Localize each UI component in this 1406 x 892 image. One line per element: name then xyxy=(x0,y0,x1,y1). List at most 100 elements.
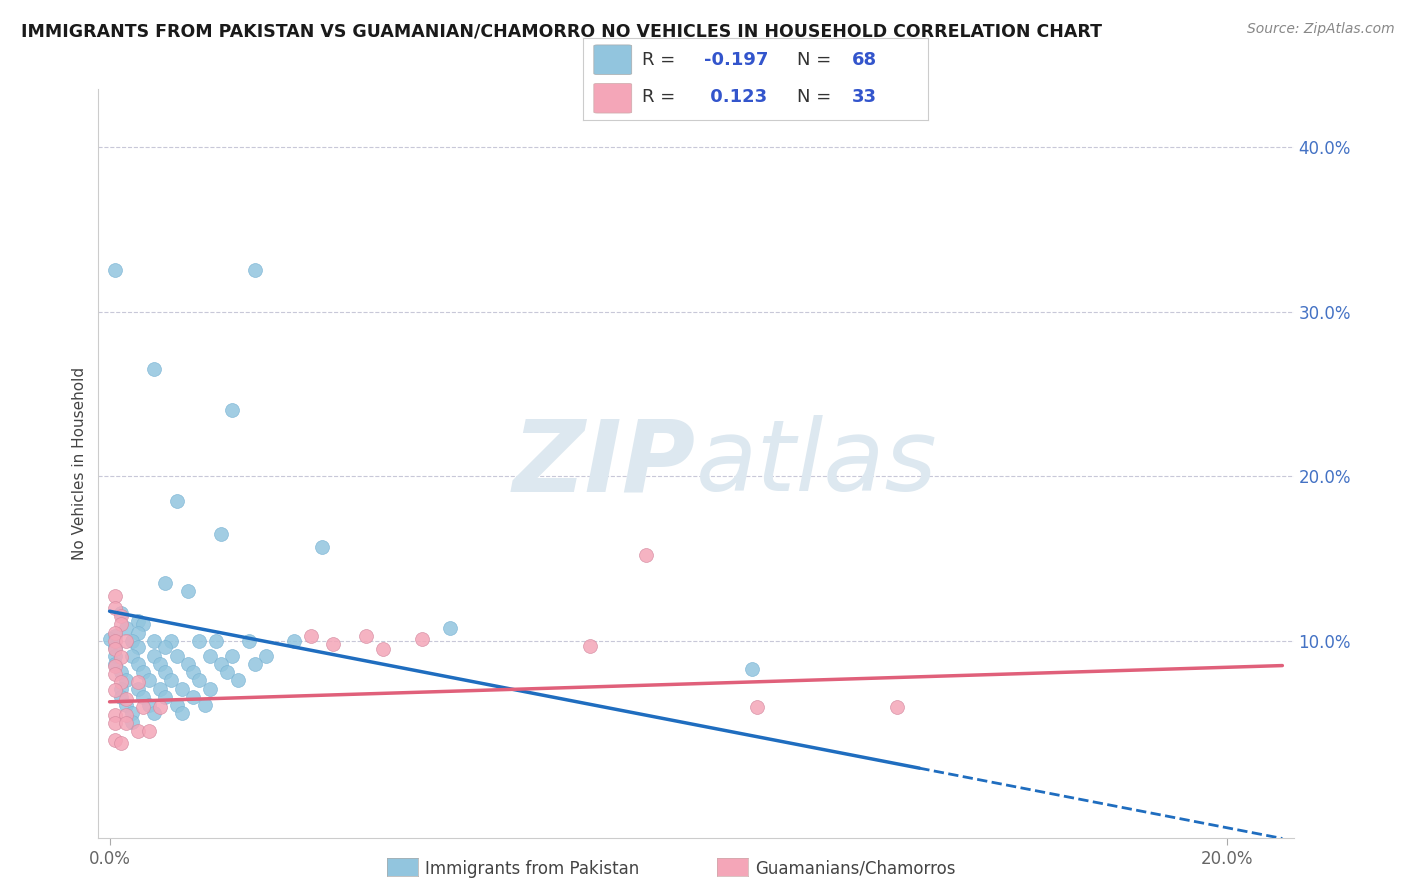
Point xyxy=(741,662,763,676)
Point xyxy=(411,632,433,647)
Point xyxy=(322,637,344,651)
Text: atlas: atlas xyxy=(696,416,938,512)
FancyBboxPatch shape xyxy=(593,45,631,74)
Point xyxy=(143,648,166,663)
Point xyxy=(110,609,132,624)
Y-axis label: No Vehicles in Household: No Vehicles in Household xyxy=(72,368,87,560)
Point xyxy=(209,657,232,671)
Point xyxy=(132,699,155,714)
Point xyxy=(138,698,160,712)
Text: R =: R = xyxy=(643,88,681,106)
Point xyxy=(115,673,138,688)
Text: R =: R = xyxy=(643,51,681,69)
Point xyxy=(104,658,127,673)
Point xyxy=(221,403,243,417)
Point xyxy=(104,683,127,698)
Point xyxy=(634,548,657,562)
Point xyxy=(238,633,260,648)
Point xyxy=(104,625,127,640)
Point xyxy=(110,617,132,632)
Point xyxy=(104,263,127,277)
Point xyxy=(138,724,160,739)
Point xyxy=(172,706,194,721)
Point xyxy=(110,675,132,690)
Point xyxy=(110,736,132,750)
Point xyxy=(104,648,127,663)
Point xyxy=(177,657,200,671)
Point xyxy=(155,640,177,655)
Point xyxy=(143,362,166,376)
Point xyxy=(243,263,266,277)
Point xyxy=(160,673,183,688)
Point xyxy=(193,698,215,712)
Point xyxy=(149,699,172,714)
Text: 68: 68 xyxy=(852,51,877,69)
Point xyxy=(121,706,143,721)
Point xyxy=(172,681,194,696)
Point xyxy=(132,665,155,680)
Point xyxy=(110,665,132,680)
Point xyxy=(104,629,127,643)
Point xyxy=(132,617,155,632)
Point xyxy=(115,698,138,712)
Point xyxy=(104,716,127,731)
Point xyxy=(104,590,127,604)
Point xyxy=(127,614,149,628)
Point xyxy=(98,632,121,647)
Point xyxy=(198,681,221,696)
Point xyxy=(215,665,238,680)
Point xyxy=(149,681,172,696)
Point xyxy=(110,681,132,696)
Point xyxy=(104,633,127,648)
Point xyxy=(143,633,166,648)
Point xyxy=(110,606,132,620)
Point xyxy=(198,648,221,663)
Point xyxy=(110,690,132,704)
Text: Guamanians/Chamorros: Guamanians/Chamorros xyxy=(755,860,956,878)
Point xyxy=(204,633,226,648)
Point xyxy=(747,699,769,714)
Text: N =: N = xyxy=(797,51,837,69)
Point xyxy=(439,621,461,635)
Point xyxy=(115,716,138,731)
Point xyxy=(209,526,232,541)
Point xyxy=(155,690,177,704)
Point xyxy=(121,714,143,729)
Point xyxy=(121,648,143,663)
Point xyxy=(104,642,127,657)
Point xyxy=(115,633,138,648)
Text: IMMIGRANTS FROM PAKISTAN VS GUAMANIAN/CHAMORRO NO VEHICLES IN HOUSEHOLD CORRELAT: IMMIGRANTS FROM PAKISTAN VS GUAMANIAN/CH… xyxy=(21,22,1102,40)
Point xyxy=(166,494,188,508)
Point xyxy=(254,648,277,663)
Point xyxy=(127,625,149,640)
Text: 33: 33 xyxy=(852,88,877,106)
Point xyxy=(127,657,149,671)
Point xyxy=(143,706,166,721)
Text: -0.197: -0.197 xyxy=(704,51,769,69)
Point xyxy=(177,584,200,599)
Point xyxy=(104,657,127,671)
Point xyxy=(104,601,127,615)
Point xyxy=(373,642,395,657)
Point xyxy=(132,690,155,704)
Point xyxy=(166,648,188,663)
Point xyxy=(886,699,908,714)
Point xyxy=(115,691,138,706)
Point xyxy=(138,673,160,688)
Point xyxy=(115,708,138,723)
Point xyxy=(579,639,602,653)
Point xyxy=(115,621,138,635)
FancyBboxPatch shape xyxy=(593,84,631,113)
Point xyxy=(356,629,378,643)
Point xyxy=(127,675,149,690)
Point xyxy=(127,640,149,655)
Point xyxy=(104,640,127,655)
Point xyxy=(104,732,127,747)
Point xyxy=(127,724,149,739)
Text: ZIP: ZIP xyxy=(513,416,696,512)
Point xyxy=(149,657,172,671)
Text: Source: ZipAtlas.com: Source: ZipAtlas.com xyxy=(1247,22,1395,37)
Point xyxy=(110,650,132,665)
Point xyxy=(187,673,209,688)
Point xyxy=(221,648,243,663)
